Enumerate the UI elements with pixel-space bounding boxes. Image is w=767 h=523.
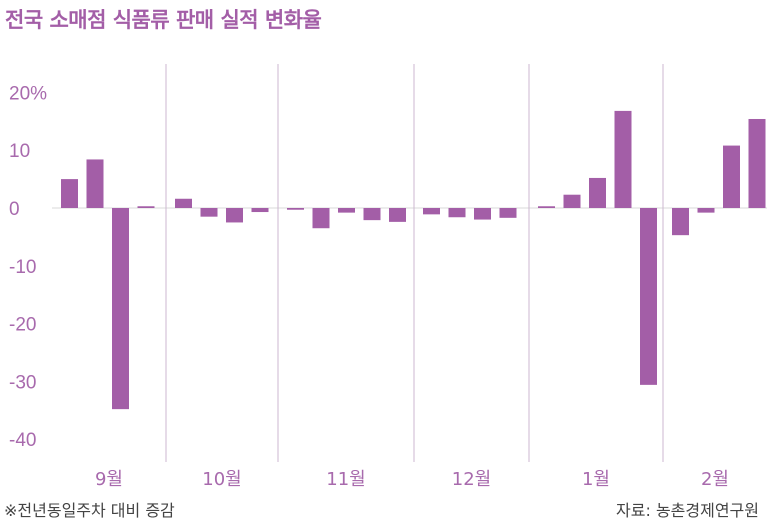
bar [312,208,330,229]
bar [389,208,406,222]
bar [563,194,581,208]
x-tick-label: 12월 [452,469,491,490]
bar [723,145,740,208]
x-tick-label: 10월 [202,469,241,490]
bar [499,208,517,218]
bar [474,208,491,220]
y-tick-label: 10 [9,141,30,162]
y-tick-label: -40 [9,430,36,451]
x-tick-label: 1월 [582,469,610,490]
y-tick-label: -30 [9,372,36,393]
y-tick-label: -10 [9,257,36,278]
bar [589,177,606,208]
bar [86,159,104,208]
source-note: 자료: 농촌경제연구원 [616,501,759,520]
y-axis-ticks: 20% 10 0 -10 -20 -30 -40 [9,83,47,451]
x-tick-label: 2월 [701,469,729,490]
bar [538,206,555,208]
bar [640,208,657,385]
y-tick-label: 20% [9,83,47,104]
bar [112,208,129,410]
bar [175,198,192,208]
bar [423,208,440,215]
bar [748,118,766,208]
bar [61,179,78,208]
bar [287,208,304,210]
bar [363,208,381,221]
chart-title: 전국 소매점 식품류 판매 실적 변화율 [5,8,322,32]
bar [200,208,218,217]
x-tick-label: 9월 [95,469,123,490]
y-tick-label: -20 [9,315,36,336]
grid-lines [52,64,767,462]
bar [697,208,715,213]
footnote: ※전년동일주차 대비 증감 [4,501,175,520]
bar [614,110,632,208]
bar [137,206,155,208]
bar [672,208,689,236]
bar [448,208,466,218]
bar [338,208,355,213]
x-axis-ticks: 9월 10월 11월 12월 1월 2월 [95,469,729,490]
x-tick-label: 11월 [326,469,365,490]
bar [251,208,269,213]
bars [61,110,766,410]
bar [226,208,243,223]
y-tick-label: 0 [9,199,20,220]
